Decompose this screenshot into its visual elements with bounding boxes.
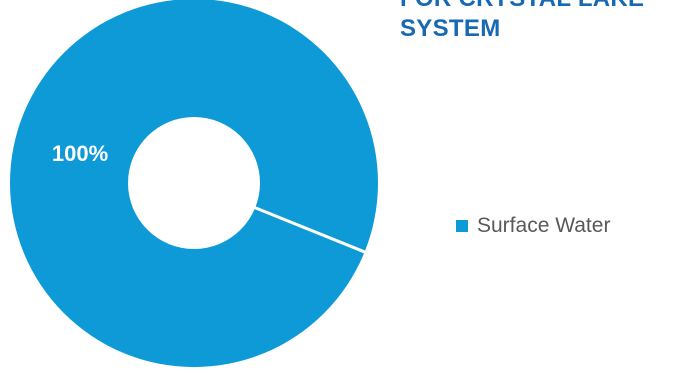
legend-swatch-surface-water [456, 220, 468, 232]
legend-label-surface-water: Surface Water [477, 214, 611, 237]
donut-slice-surface-water [10, 0, 378, 367]
legend: Surface Water [456, 214, 610, 238]
data-label-0: 100% [52, 141, 108, 166]
slice-separator [253, 205, 368, 255]
chart-title: FOR CRYSTAL LAKE SYSTEM [400, 0, 690, 44]
chart-title-line-1: FOR CRYSTAL LAKE [400, 0, 690, 14]
chart-title-line-2: SYSTEM [400, 15, 501, 42]
